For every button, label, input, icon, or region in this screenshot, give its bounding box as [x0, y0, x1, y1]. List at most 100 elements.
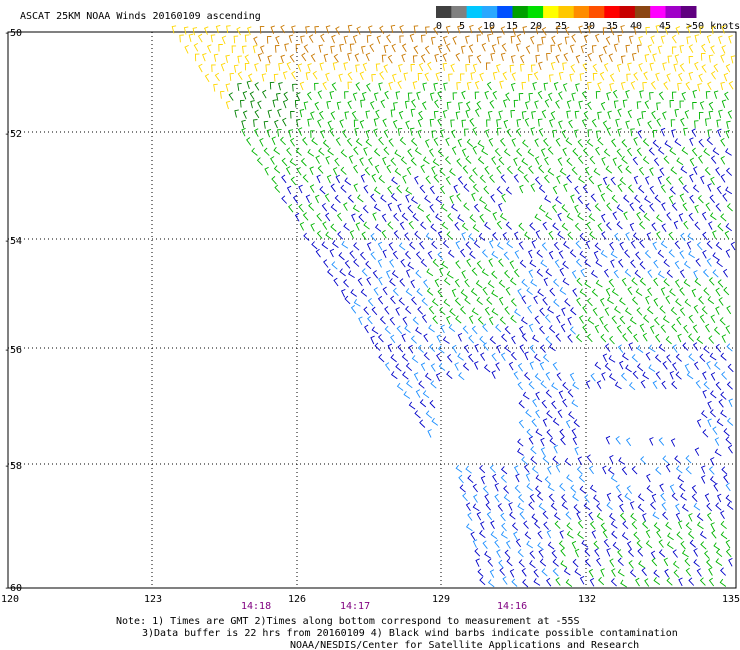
- legend-swatch: [634, 6, 651, 18]
- wind-barb: [399, 278, 406, 287]
- wind-barb: [578, 474, 585, 483]
- wind-barb: [652, 241, 657, 251]
- wind-barb: [514, 484, 521, 494]
- wind-barb: [691, 288, 697, 298]
- wind-barb: [229, 72, 234, 81]
- wind-barb: [347, 194, 354, 203]
- wind-barb: [728, 398, 733, 407]
- wind-barb: [454, 297, 461, 306]
- wind-barb: [609, 241, 615, 251]
- wind-barb: [620, 25, 625, 34]
- wind-barb: [538, 204, 546, 213]
- wind-barb: [652, 53, 657, 62]
- wind-barb: [582, 324, 588, 334]
- wind-barb: [355, 222, 361, 231]
- wind-barb: [587, 52, 592, 62]
- wind-barb: [519, 54, 525, 64]
- wind-barb: [608, 53, 613, 63]
- wind-barb: [518, 419, 525, 429]
- wind-barb: [717, 279, 724, 288]
- wind-barb: [446, 315, 451, 325]
- wind-barb: [610, 259, 615, 268]
- wind-barb: [450, 63, 455, 73]
- wind-barb: [679, 483, 686, 492]
- wind-barb: [721, 45, 726, 54]
- wind-barb: [562, 83, 568, 92]
- wind-barb: [292, 83, 297, 92]
- wind-barb: [496, 220, 503, 230]
- wind-barb: [627, 184, 634, 193]
- wind-barb: [715, 502, 722, 511]
- wind-barb: [530, 183, 536, 192]
- wind-barb: [407, 92, 413, 101]
- wind-barb: [338, 73, 343, 82]
- wind-barb: [336, 212, 343, 222]
- wind-barb: [558, 390, 564, 399]
- wind-barb: [671, 46, 677, 55]
- wind-barb: [642, 520, 649, 529]
- wind-barb: [354, 53, 360, 62]
- wind-barb: [720, 54, 725, 63]
- wind-barb: [653, 277, 659, 287]
- wind-barb: [247, 26, 252, 35]
- wind-barb: [521, 157, 529, 166]
- wind-barb: [618, 360, 624, 370]
- wind-barb: [726, 501, 734, 510]
- wind-barb: [325, 155, 330, 165]
- wind-barb: [194, 53, 200, 62]
- wind-barb: [405, 288, 413, 297]
- wind-barb: [562, 277, 570, 286]
- wind-barb: [431, 240, 438, 250]
- wind-barb: [425, 214, 432, 223]
- wind-barb: [421, 297, 428, 306]
- wind-barb: [666, 354, 672, 363]
- wind-barb: [266, 128, 272, 138]
- wind-barb: [360, 99, 365, 108]
- wind-barb: [681, 549, 689, 558]
- legend-swatch: [543, 6, 559, 18]
- wind-barb: [596, 503, 602, 512]
- wind-barb: [286, 147, 292, 156]
- wind-barb: [432, 158, 440, 167]
- wind-barb: [471, 267, 478, 276]
- wind-barb: [579, 485, 586, 494]
- wind-barb: [522, 26, 527, 35]
- wind-barb: [555, 54, 560, 63]
- wind-barb: [390, 24, 396, 34]
- wind-barb: [511, 522, 519, 531]
- wind-barb: [489, 336, 496, 345]
- wind-barb: [439, 185, 446, 195]
- wind-barb: [591, 45, 597, 53]
- wind-barb: [706, 502, 713, 512]
- wind-barb: [332, 240, 339, 248]
- wind-barb: [315, 155, 320, 164]
- wind-barb: [644, 195, 651, 204]
- wind-barb: [434, 53, 439, 63]
- wind-barb: [694, 61, 699, 71]
- wind-barb: [534, 520, 541, 529]
- wind-barb: [644, 176, 650, 185]
- legend-tick-label: 15: [506, 21, 518, 32]
- wind-barb: [408, 220, 415, 230]
- wind-barb: [584, 280, 592, 289]
- wind-barb: [489, 174, 495, 183]
- wind-barb: [516, 119, 521, 128]
- wind-barb: [439, 306, 446, 316]
- wind-barb: [619, 297, 626, 306]
- wind-barb: [288, 203, 294, 213]
- wind-barb: [629, 316, 637, 325]
- wind-barb: [468, 44, 474, 53]
- wind-barb: [422, 82, 427, 91]
- wind-barb: [720, 213, 727, 222]
- legend-swatch: [527, 6, 544, 18]
- wind-barb: [299, 81, 305, 91]
- wind-barb: [405, 120, 410, 130]
- wind-barb: [643, 71, 648, 81]
- wind-barb: [444, 156, 451, 165]
- wind-barb: [451, 146, 457, 155]
- wind-barb: [588, 213, 596, 222]
- wind-barb: [488, 239, 494, 249]
- wind-barb: [705, 202, 711, 211]
- wind-barb: [501, 333, 508, 342]
- wind-barb: [387, 221, 394, 230]
